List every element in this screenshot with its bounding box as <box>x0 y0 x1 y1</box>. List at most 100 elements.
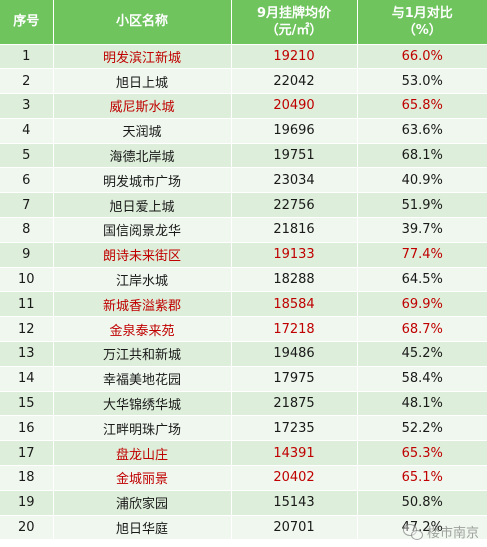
cell-no: 11 <box>0 291 54 318</box>
cell-price: 17975 <box>231 366 358 392</box>
cell-name: 浦欣家园 <box>53 490 232 516</box>
cell-change: 52.2% <box>357 415 487 442</box>
cell-no: 10 <box>0 267 54 293</box>
header-row: 序号 小区名称 9月挂牌均价 （元/㎡） 与1月对比 （%） <box>0 0 487 45</box>
cell-no: 2 <box>0 68 54 95</box>
cell-price: 20701 <box>231 515 358 541</box>
table-row: 7 旭日爱上城 22756 51.9% <box>0 192 487 219</box>
cell-price: 20490 <box>231 93 358 119</box>
table-row: 10 江岸水城 18288 64.5% <box>0 267 487 293</box>
cell-name: 旭日上城 <box>53 68 232 95</box>
cell-no: 17 <box>0 440 54 467</box>
wechat-icon <box>402 523 423 540</box>
header-price: 9月挂牌均价 （元/㎡） <box>231 0 358 45</box>
cell-name: 旭日爱上城 <box>53 192 232 219</box>
table-row: 8 国信阅景龙华 21816 39.7% <box>0 217 487 243</box>
table-row: 4 天润城 19696 63.6% <box>0 118 487 144</box>
cell-price: 20402 <box>231 465 358 491</box>
cell-no: 4 <box>0 118 54 144</box>
cell-change: 53.0% <box>357 68 487 95</box>
cell-price: 21816 <box>231 217 358 243</box>
cell-change: 63.6% <box>357 118 487 144</box>
cell-name: 威尼斯水城 <box>53 93 232 119</box>
cell-change: 69.9% <box>357 291 487 318</box>
cell-no: 19 <box>0 490 54 516</box>
table-row: 5 海德北岸城 19751 68.1% <box>0 143 487 169</box>
cell-change: 68.7% <box>357 316 487 343</box>
cell-no: 20 <box>0 515 54 541</box>
cell-no: 15 <box>0 391 54 417</box>
table-row: 13 万江共和新城 19486 45.2% <box>0 341 487 367</box>
header-price-line2: （元/㎡） <box>265 22 323 38</box>
cell-change: 50.8% <box>357 490 487 516</box>
table-body: 1 明发滨江新城 19210 66.0% 2 旭日上城 22042 53.0% 3 威尼斯水城 20… <box>0 44 487 541</box>
table-row: 3 威尼斯水城 20490 65.8% <box>0 93 487 119</box>
cell-price: 18288 <box>231 267 358 293</box>
cell-price: 19696 <box>231 118 358 144</box>
cell-price: 15143 <box>231 490 358 516</box>
cell-change: 48.1% <box>357 391 487 417</box>
table-row: 2 旭日上城 22042 53.0% <box>0 68 487 95</box>
cell-no: 7 <box>0 192 54 219</box>
cell-price: 22042 <box>231 68 358 95</box>
cell-change: 64.5% <box>357 267 487 293</box>
table-row: 12 金泉泰来苑 17218 68.7% <box>0 316 487 343</box>
cell-name: 江岸水城 <box>53 267 232 293</box>
cell-change: 39.7% <box>357 217 487 243</box>
cell-name: 江畔明珠广场 <box>53 415 232 442</box>
table-row: 1 明发滨江新城 19210 66.0% <box>0 44 487 70</box>
table-row: 16 江畔明珠广场 17235 52.2% <box>0 415 487 442</box>
table-row: 20 旭日华庭 20701 47.2% <box>0 515 487 541</box>
cell-change: 65.3% <box>357 440 487 467</box>
header-change-line2: （%） <box>402 22 442 38</box>
cell-name: 盘龙山庄 <box>53 440 232 467</box>
cell-price: 19133 <box>231 242 358 268</box>
cell-name: 大华锦绣华城 <box>53 391 232 417</box>
header-change: 与1月对比 （%） <box>357 0 487 45</box>
cell-no: 1 <box>0 44 54 70</box>
table-row: 19 浦欣家园 15143 50.8% <box>0 490 487 516</box>
cell-price: 23034 <box>231 167 358 194</box>
watermark: 楼市南京 <box>402 522 479 541</box>
cell-name: 天润城 <box>53 118 232 144</box>
cell-name: 新城香溢紫郡 <box>53 291 232 318</box>
cell-name: 海德北岸城 <box>53 143 232 169</box>
cell-no: 18 <box>0 465 54 491</box>
table-row: 9 朗诗未来街区 19133 77.4% <box>0 242 487 268</box>
cell-no: 16 <box>0 415 54 442</box>
cell-price: 19751 <box>231 143 358 169</box>
cell-name: 明发城市广场 <box>53 167 232 194</box>
cell-name: 金城丽景 <box>53 465 232 491</box>
cell-price: 17235 <box>231 415 358 442</box>
table-row: 14 幸福美地花园 17975 58.4% <box>0 366 487 392</box>
table-row: 18 金城丽景 20402 65.1% <box>0 465 487 491</box>
cell-price: 19486 <box>231 341 358 367</box>
cell-change: 77.4% <box>357 242 487 268</box>
cell-no: 3 <box>0 93 54 119</box>
table-row: 11 新城香溢紫郡 18584 69.9% <box>0 291 487 318</box>
cell-no: 8 <box>0 217 54 243</box>
cell-name: 万江共和新城 <box>53 341 232 367</box>
cell-price: 17218 <box>231 316 358 343</box>
table-row: 6 明发城市广场 23034 40.9% <box>0 167 487 194</box>
cell-no: 14 <box>0 366 54 392</box>
cell-change: 58.4% <box>357 366 487 392</box>
header-price-line1: 9月挂牌均价 <box>256 5 332 21</box>
cell-change: 45.2% <box>357 341 487 367</box>
cell-name: 金泉泰来苑 <box>53 316 232 343</box>
table-row: 17 盘龙山庄 14391 65.3% <box>0 440 487 467</box>
header-name: 小区名称 <box>53 0 232 45</box>
header-change-line1: 与1月对比 <box>391 5 453 21</box>
cell-price: 14391 <box>231 440 358 467</box>
cell-change: 65.8% <box>357 93 487 119</box>
cell-name: 朗诗未来街区 <box>53 242 232 268</box>
cell-price: 18584 <box>231 291 358 318</box>
cell-no: 5 <box>0 143 54 169</box>
cell-name: 幸福美地花园 <box>53 366 232 392</box>
cell-change: 65.1% <box>357 465 487 491</box>
cell-no: 13 <box>0 341 54 367</box>
cell-name: 明发滨江新城 <box>53 44 232 70</box>
cell-price: 21875 <box>231 391 358 417</box>
watermark-text: 楼市南京 <box>426 526 479 541</box>
